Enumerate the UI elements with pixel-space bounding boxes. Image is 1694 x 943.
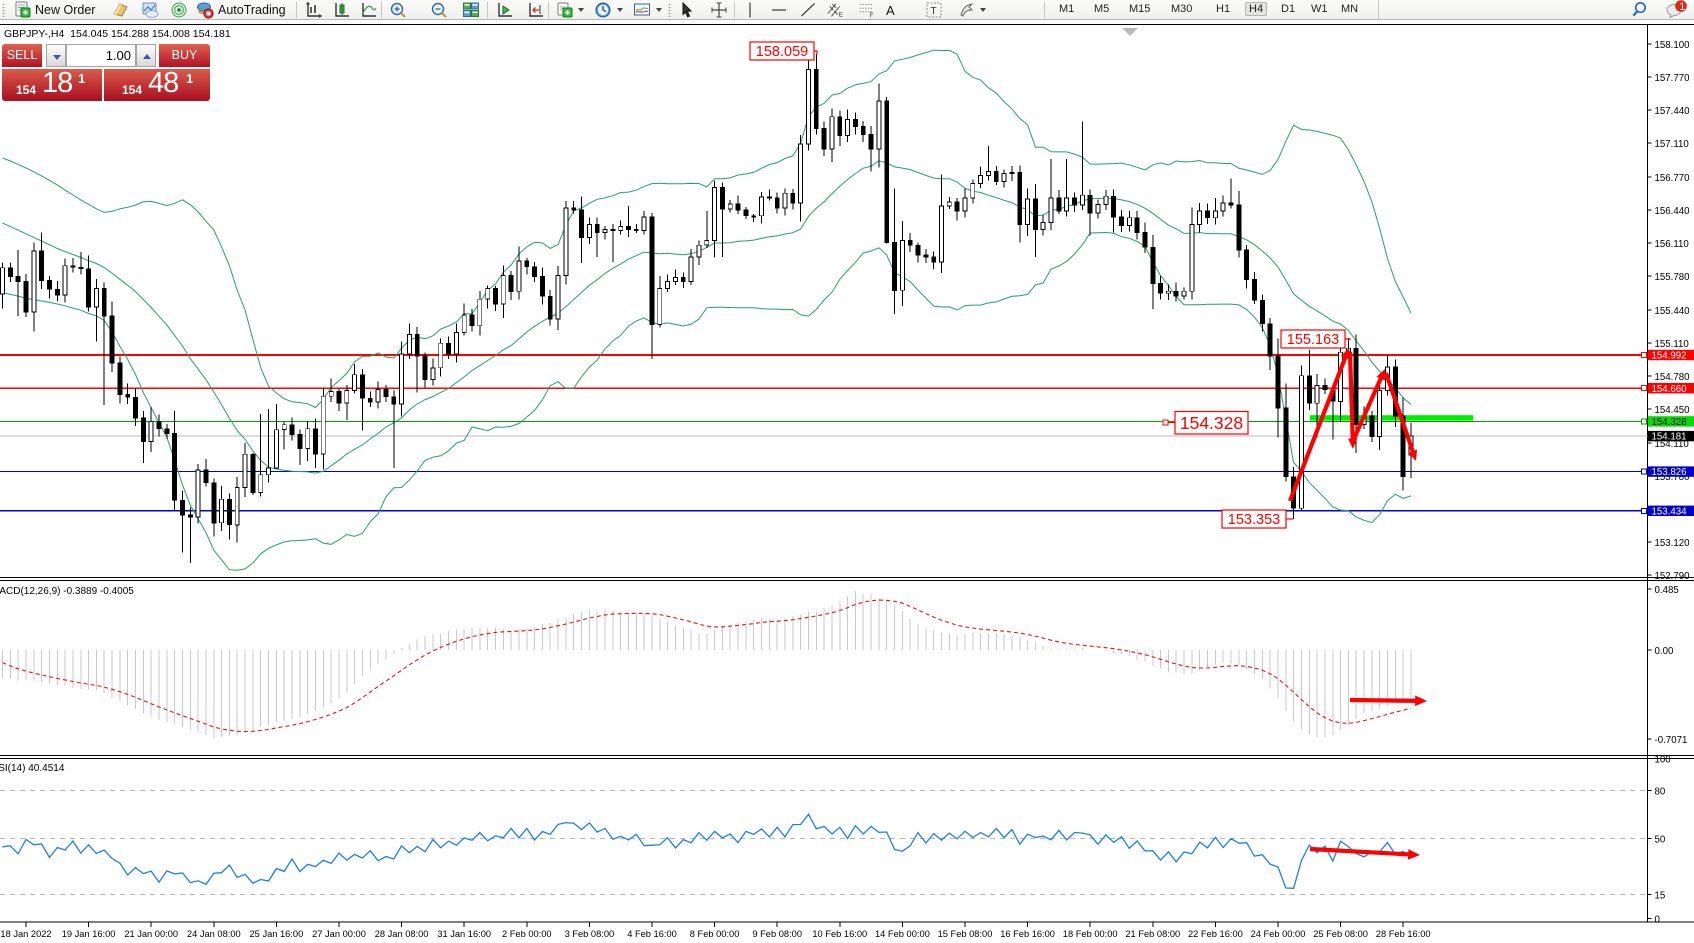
svg-text:155.110: 155.110 bbox=[1655, 339, 1690, 350]
svg-text:154.992: 154.992 bbox=[1652, 351, 1687, 362]
svg-text:80: 80 bbox=[1655, 787, 1666, 798]
svg-text:156.770: 156.770 bbox=[1655, 173, 1691, 184]
svg-text:21 Jan 00:00: 21 Jan 00:00 bbox=[124, 929, 178, 939]
svg-text:156.440: 156.440 bbox=[1655, 206, 1691, 217]
svg-text:0: 0 bbox=[1655, 915, 1661, 926]
svg-text:154.660: 154.660 bbox=[1652, 384, 1688, 395]
svg-text:19 Jan 16:00: 19 Jan 16:00 bbox=[62, 929, 116, 939]
svg-text:154.780: 154.780 bbox=[1655, 372, 1691, 383]
svg-text:21 Feb 08:00: 21 Feb 08:00 bbox=[1125, 929, 1180, 939]
svg-text:154.181: 154.181 bbox=[1652, 432, 1687, 443]
svg-text:158.100: 158.100 bbox=[1655, 40, 1691, 51]
svg-text:GBPJPY-,H4 154.045 154.288 15: GBPJPY-,H4 154.045 154.288 154.008 154.1… bbox=[4, 28, 231, 40]
svg-text:28 Feb 16:00: 28 Feb 16:00 bbox=[1376, 929, 1431, 939]
svg-text:8 Feb 00:00: 8 Feb 00:00 bbox=[690, 929, 740, 939]
svg-text:22 Feb 16:00: 22 Feb 16:00 bbox=[1188, 929, 1243, 939]
svg-text:3 Feb 08:00: 3 Feb 08:00 bbox=[565, 929, 615, 939]
svg-text:-0.7071: -0.7071 bbox=[1655, 735, 1688, 746]
svg-text:15: 15 bbox=[1655, 891, 1666, 902]
svg-text:154.328: 154.328 bbox=[1180, 413, 1243, 433]
svg-text:2 Feb 00:00: 2 Feb 00:00 bbox=[502, 929, 552, 939]
svg-text:154.450: 154.450 bbox=[1655, 405, 1691, 416]
svg-text:50: 50 bbox=[1655, 835, 1666, 846]
svg-text:RSI(14) 40.4514: RSI(14) 40.4514 bbox=[0, 763, 65, 774]
svg-text:18 Feb 00:00: 18 Feb 00:00 bbox=[1063, 929, 1118, 939]
svg-text:155.780: 155.780 bbox=[1655, 272, 1691, 283]
svg-text:MACD(12,26,9) -0.3889 -0.4005: MACD(12,26,9) -0.3889 -0.4005 bbox=[0, 586, 134, 597]
svg-text:158.059: 158.059 bbox=[756, 44, 808, 60]
svg-text:31 Jan 16:00: 31 Jan 16:00 bbox=[437, 929, 491, 939]
svg-text:16 Feb 16:00: 16 Feb 16:00 bbox=[1000, 929, 1055, 939]
svg-text:157.110: 157.110 bbox=[1655, 139, 1690, 150]
svg-text:153.780: 153.780 bbox=[1655, 472, 1691, 483]
svg-text:153.434: 153.434 bbox=[1652, 506, 1688, 517]
svg-text:9 Feb 08:00: 9 Feb 08:00 bbox=[752, 929, 802, 939]
svg-text:156.110: 156.110 bbox=[1655, 239, 1690, 250]
svg-text:155.440: 155.440 bbox=[1655, 306, 1691, 317]
svg-text:0.00: 0.00 bbox=[1655, 646, 1674, 657]
svg-text:100: 100 bbox=[1655, 755, 1672, 766]
svg-text:153.120: 153.120 bbox=[1655, 538, 1691, 549]
svg-text:27 Jan 00:00: 27 Jan 00:00 bbox=[312, 929, 366, 939]
svg-text:14 Feb 00:00: 14 Feb 00:00 bbox=[875, 929, 930, 939]
svg-text:F: F bbox=[870, 12, 874, 19]
svg-text:25 Jan 16:00: 25 Jan 16:00 bbox=[250, 929, 304, 939]
svg-text:15 Feb 08:00: 15 Feb 08:00 bbox=[938, 929, 993, 939]
svg-text:152.790: 152.790 bbox=[1655, 571, 1691, 582]
svg-text:18 Jan 2022: 18 Jan 2022 bbox=[0, 929, 51, 939]
svg-text:E: E bbox=[839, 11, 843, 18]
svg-text:155.163: 155.163 bbox=[1287, 332, 1339, 348]
svg-text:153.826: 153.826 bbox=[1652, 467, 1687, 478]
svg-text:157.440: 157.440 bbox=[1655, 106, 1691, 117]
svg-text:1: 1 bbox=[1679, 1, 1685, 13]
svg-text:0.485: 0.485 bbox=[1655, 585, 1679, 596]
svg-text:10 Feb 16:00: 10 Feb 16:00 bbox=[812, 929, 867, 939]
svg-text:25 Feb 08:00: 25 Feb 08:00 bbox=[1313, 929, 1368, 939]
svg-text:T: T bbox=[931, 6, 937, 17]
svg-text:157.770: 157.770 bbox=[1655, 73, 1691, 84]
svg-text:4 Feb 16:00: 4 Feb 16:00 bbox=[627, 929, 677, 939]
svg-text:24 Feb 00:00: 24 Feb 00:00 bbox=[1251, 929, 1306, 939]
svg-text:153.353: 153.353 bbox=[1228, 512, 1280, 528]
svg-text:28 Jan 08:00: 28 Jan 08:00 bbox=[375, 929, 429, 939]
svg-text:154.110: 154.110 bbox=[1655, 439, 1690, 450]
svg-text:24 Jan 08:00: 24 Jan 08:00 bbox=[187, 929, 241, 939]
svg-text:154.328: 154.328 bbox=[1652, 417, 1687, 428]
